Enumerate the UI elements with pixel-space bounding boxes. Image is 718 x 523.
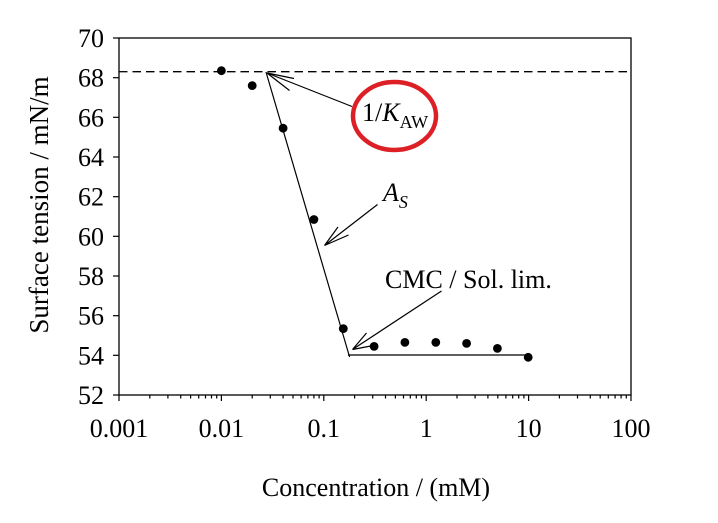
svg-text:0.001: 0.001 <box>90 414 149 443</box>
svg-text:54: 54 <box>78 341 104 370</box>
svg-text:62: 62 <box>78 183 104 212</box>
svg-text:52: 52 <box>78 381 104 410</box>
svg-text:10: 10 <box>516 414 542 443</box>
svg-text:58: 58 <box>78 262 104 291</box>
svg-text:68: 68 <box>78 64 104 93</box>
svg-text:60: 60 <box>78 222 104 251</box>
svg-text:Surface tension / mN/m: Surface tension / mN/m <box>24 76 54 333</box>
svg-text:1: 1 <box>420 414 433 443</box>
svg-text:100: 100 <box>612 414 651 443</box>
svg-text:0.01: 0.01 <box>199 414 245 443</box>
svg-text:1/KAW: 1/KAW <box>362 98 428 132</box>
svg-text:70: 70 <box>78 24 104 53</box>
svg-text:0.1: 0.1 <box>308 414 341 443</box>
svg-text:CMC / Sol. lim.: CMC / Sol. lim. <box>385 265 552 294</box>
svg-text:Concentration / (mM): Concentration / (mM) <box>262 473 490 502</box>
svg-text:66: 66 <box>78 103 104 132</box>
svg-text:64: 64 <box>78 143 104 172</box>
svg-text:AS: AS <box>381 178 408 212</box>
svg-text:56: 56 <box>78 302 104 331</box>
